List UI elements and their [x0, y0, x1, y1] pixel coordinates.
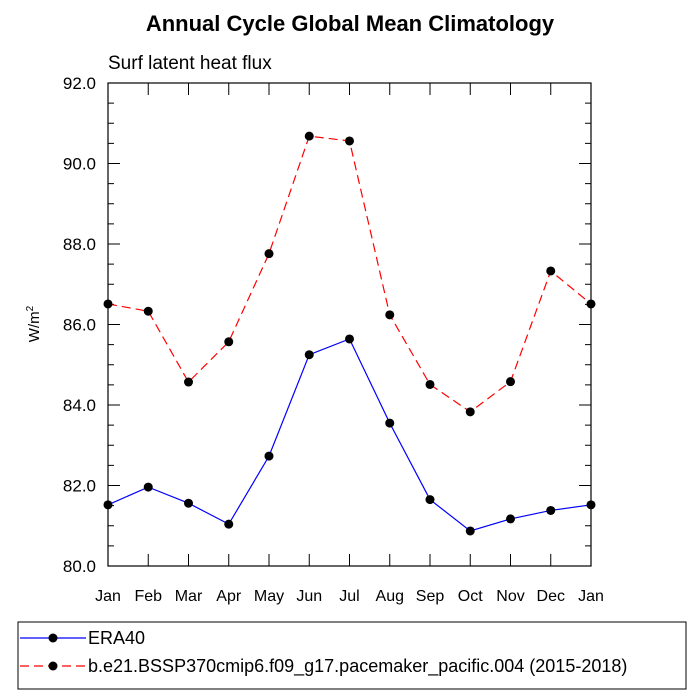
- x-tick-label: Apr: [216, 588, 242, 605]
- data-point: [385, 418, 395, 428]
- chart-title: Annual Cycle Global Mean Climatology: [146, 11, 555, 36]
- x-tick-label: Oct: [458, 588, 483, 605]
- plot-frame: [107, 82, 592, 567]
- data-point: [184, 498, 193, 508]
- y-axis-label: W/m2: [25, 305, 43, 342]
- data-point: [143, 306, 153, 316]
- x-tick-label: May: [254, 588, 284, 605]
- y-tick-label: 90.0: [63, 155, 96, 174]
- legend-label: ERA40: [88, 628, 145, 648]
- data-point: [304, 350, 314, 360]
- x-tick-labels: Jan Feb Mar Apr May Jun Jul Aug Sep Oct Nov Dec Jan: [95, 588, 604, 605]
- y-tick-label: 84.0: [63, 396, 96, 415]
- data-point: [264, 249, 274, 259]
- x-tick-label: Jan: [95, 588, 121, 605]
- data-point: [586, 500, 596, 510]
- data-point: [506, 514, 515, 524]
- chart-subtitle: Surf latent heat flux: [108, 53, 272, 74]
- legend-marker: [48, 633, 58, 643]
- data-point: [546, 266, 556, 276]
- x-tick-label: Sep: [416, 588, 445, 605]
- y-tick-label: 86.0: [63, 316, 96, 335]
- y-tick-label: 88.0: [63, 235, 96, 254]
- data-point: [224, 337, 234, 347]
- x-tick-label: Aug: [376, 588, 404, 605]
- data-point: [103, 500, 113, 510]
- x-tick-label: Nov: [496, 588, 524, 605]
- legend-entries: ERA40 b.e21.BSSP370cmip6.f09_g17.pacemake…: [20, 628, 627, 677]
- data-point: [425, 379, 435, 389]
- data-point: [304, 131, 314, 141]
- series-layer: [103, 131, 596, 536]
- plot-area: [103, 82, 596, 567]
- data-point: [506, 377, 515, 387]
- svg-text:W/m2: W/m2: [25, 305, 43, 342]
- series-2: [103, 131, 596, 417]
- data-point: [224, 519, 234, 529]
- y-tick-label: 80.0: [63, 557, 96, 576]
- y-axis-label-text: W/m: [26, 311, 43, 342]
- y-axis-label-superscript: 2: [25, 305, 36, 311]
- legend-entry: ERA40: [20, 628, 145, 648]
- legend-entry: b.e21.BSSP370cmip6.f09_g17.pacemaker_pac…: [20, 656, 627, 677]
- x-tick-label: Feb: [134, 588, 162, 605]
- y-tick-labels: 80.0 82.0 84.0 86.0 88.0 90.0 92.0: [63, 74, 96, 576]
- data-point: [143, 482, 153, 492]
- x-tick-label: Jul: [339, 588, 359, 605]
- legend: ERA40 b.e21.BSSP370cmip6.f09_g17.pacemake…: [17, 621, 687, 690]
- data-point: [425, 495, 435, 505]
- x-tick-label: Dec: [537, 588, 565, 605]
- data-point: [345, 334, 354, 344]
- data-point: [546, 505, 556, 515]
- x-tick-label: Jun: [296, 588, 322, 605]
- data-point: [465, 526, 475, 536]
- data-point: [465, 407, 475, 417]
- y-tick-label: 82.0: [63, 477, 96, 496]
- legend-marker: [48, 661, 58, 671]
- y-tick-label: 92.0: [63, 74, 96, 93]
- x-tick-label: Jan: [578, 588, 604, 605]
- x-tick-label: Mar: [175, 588, 203, 605]
- data-point: [586, 299, 596, 309]
- series-line: [107, 135, 592, 413]
- legend-label: b.e21.BSSP370cmip6.f09_g17.pacemaker_pac…: [88, 656, 627, 677]
- data-point: [103, 299, 113, 309]
- series-1: [103, 334, 596, 536]
- data-point: [184, 377, 193, 387]
- data-point: [345, 136, 354, 146]
- legend-box: [17, 621, 687, 690]
- ticks-layer: [107, 82, 592, 567]
- data-point: [385, 310, 395, 320]
- data-point: [264, 451, 274, 461]
